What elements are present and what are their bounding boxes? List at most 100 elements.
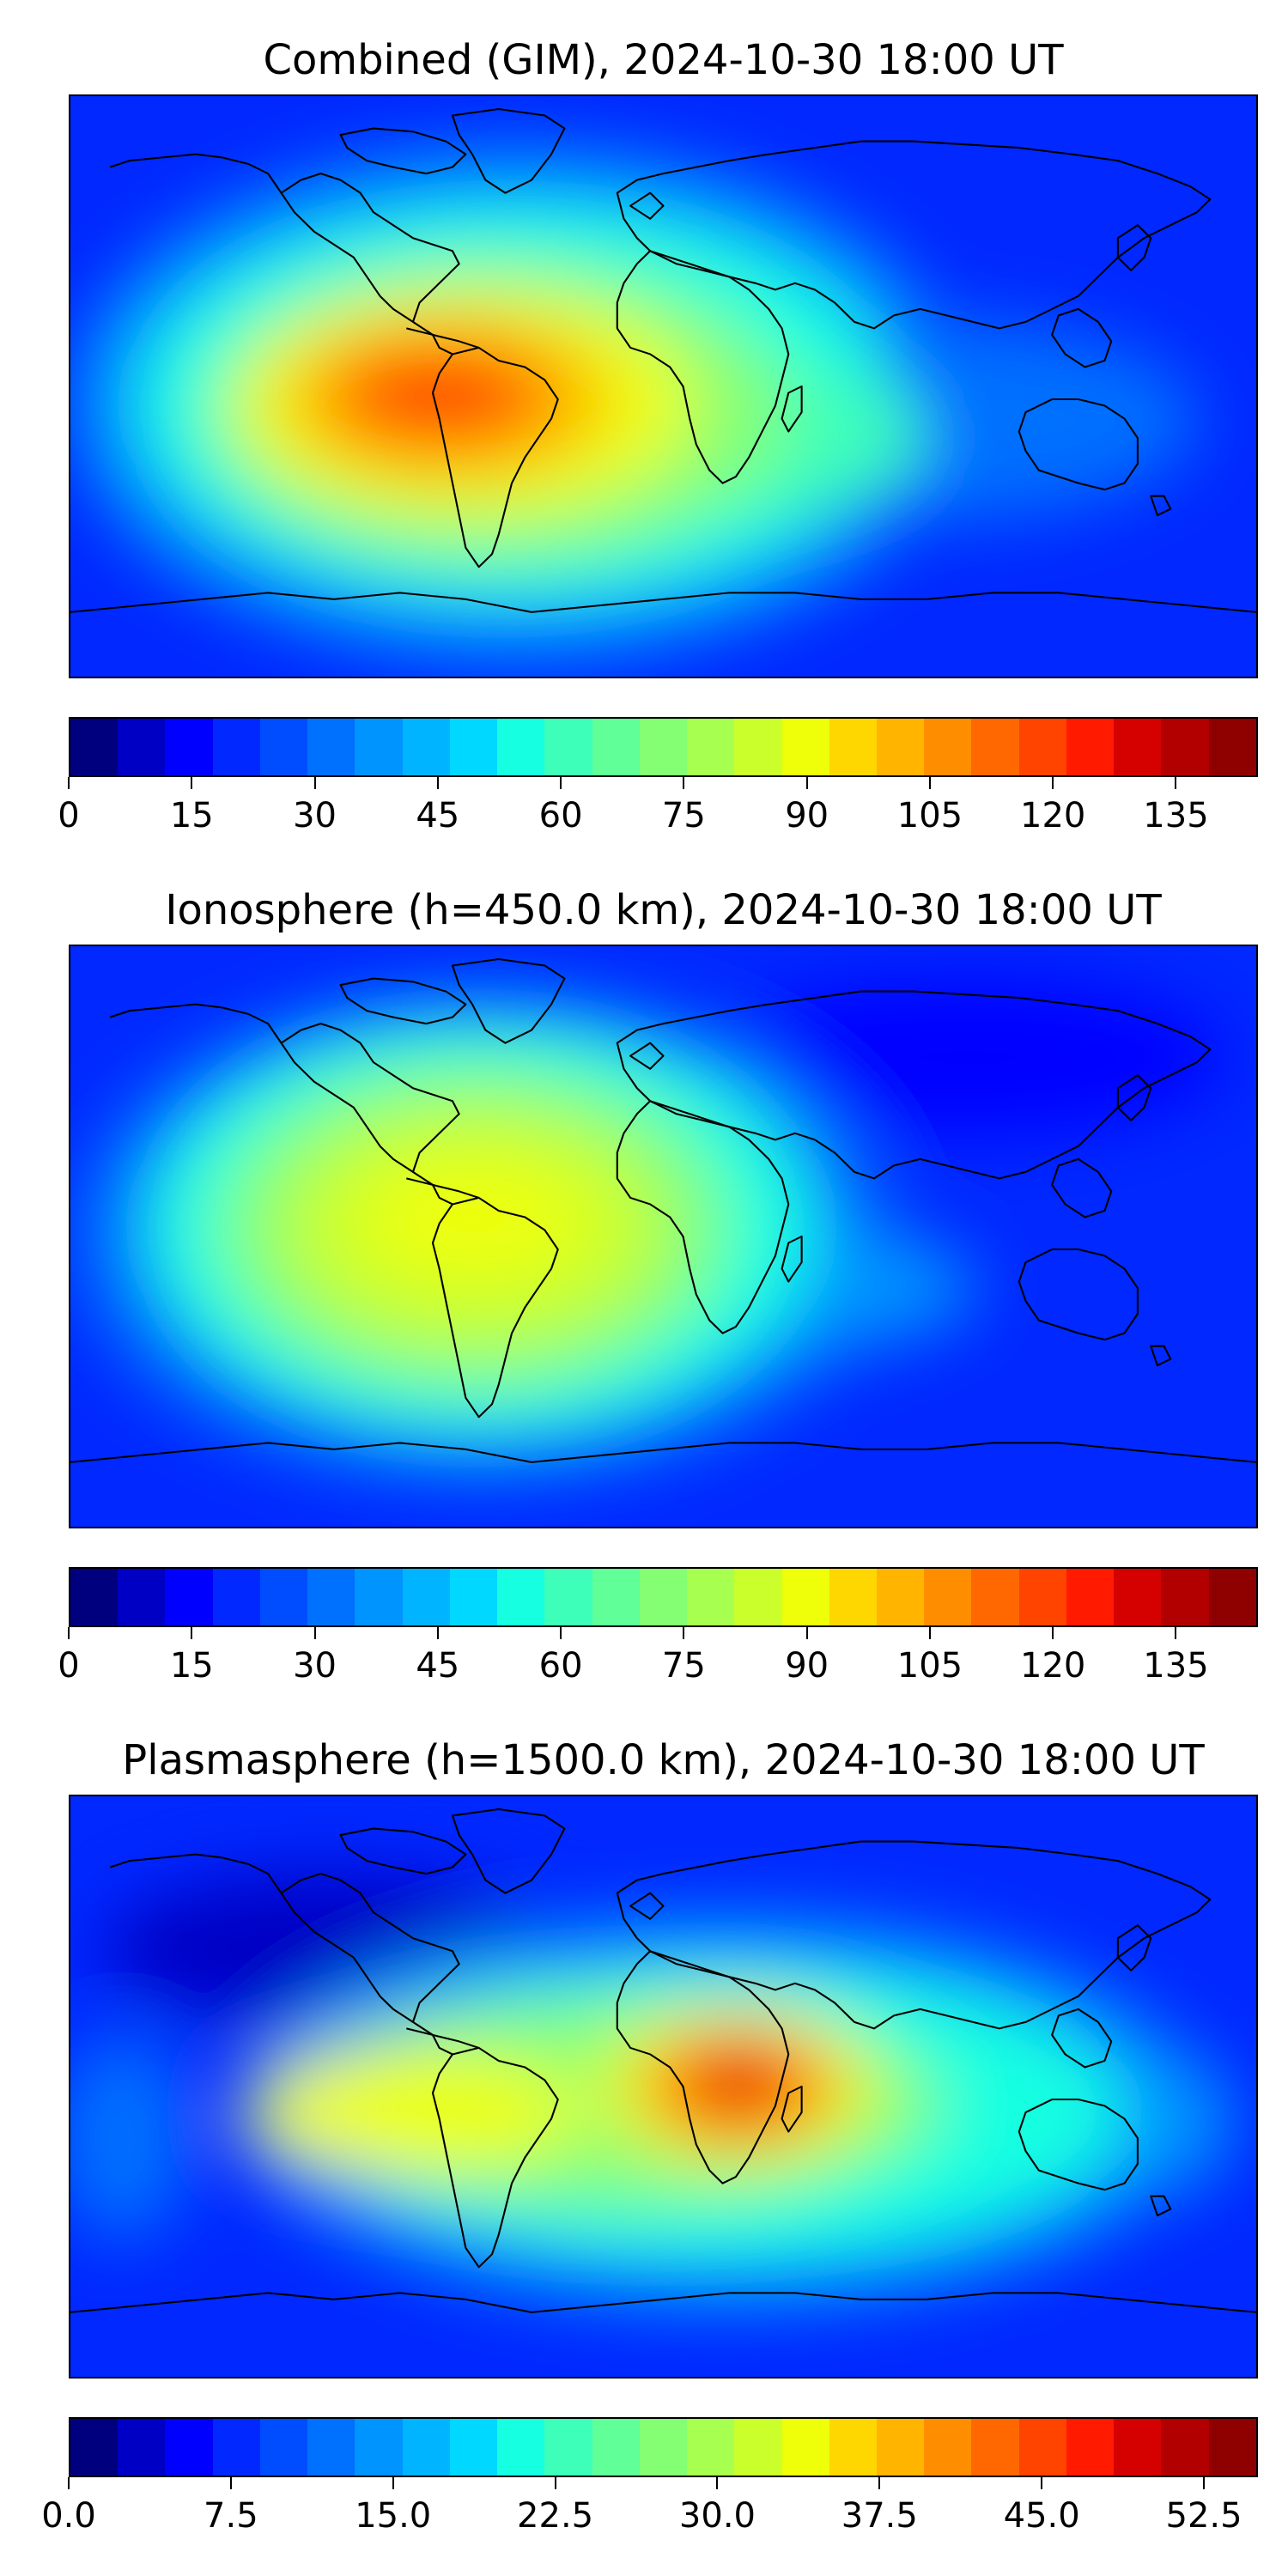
colorbar-segment [212, 719, 260, 775]
colorbar-tick-label: 37.5 [841, 2496, 918, 2536]
colorbar-segment [687, 2419, 735, 2476]
colorbar-tick [436, 777, 439, 789]
colorbar-segment [544, 1569, 592, 1625]
colorbar-tick-label: 15.0 [355, 2496, 432, 2536]
colorbar-segment [687, 719, 735, 775]
colorbar-segment [829, 719, 877, 775]
colorbar-tick [392, 2477, 394, 2489]
colorbar-segment [1066, 1569, 1115, 1625]
colorbar-tick-label: 15 [169, 1646, 214, 1686]
colorbar-segment [592, 2419, 640, 2476]
colorbar-segment [402, 719, 450, 775]
colorbar-segment [1018, 2419, 1066, 2476]
colorbar-tick [805, 1627, 808, 1639]
colorbar-tick-label: 0.0 [41, 2496, 96, 2536]
colorbar-segment [497, 1569, 545, 1625]
colorbar-segment [781, 2419, 829, 2476]
colorbar-tick [805, 777, 808, 789]
colorbar-segment [212, 1569, 260, 1625]
colorbar-segment [687, 1569, 735, 1625]
colorbar-tick [1175, 1627, 1177, 1639]
colorbar-segment [355, 719, 403, 775]
panel-combined: Combined (GIM), 2024-10-30 18:00 UT 0 15 3… [0, 0, 1288, 859]
colorbar-tick [1175, 777, 1177, 789]
colorbar-tick [1203, 2477, 1206, 2489]
tec-map-plasmasphere [69, 1795, 1258, 2379]
colorbar-tick-label: 0 [58, 1646, 80, 1686]
colorbar-tick-label: 52.5 [1165, 2496, 1242, 2536]
colorbar-segment [592, 719, 640, 775]
colorbar-segment [70, 2419, 118, 2476]
colorbar-segment [924, 719, 972, 775]
colorbar-segment [165, 719, 213, 775]
colorbar-tick [1052, 1627, 1054, 1639]
colorbar-segment [1066, 2419, 1115, 2476]
colorbar-tick-label: 7.5 [204, 2496, 258, 2536]
colorbar-tick-label: 45.0 [1003, 2496, 1080, 2536]
colorbar-segment [449, 719, 498, 775]
colorbar-segment [544, 2419, 592, 2476]
colorbar-tick [716, 2477, 719, 2489]
colorbar-tick-label: 60 [538, 796, 583, 835]
colorbar-segment [876, 2419, 925, 2476]
colorbar-segment [829, 2419, 877, 2476]
colorbar-segment [924, 2419, 972, 2476]
colorbar-tick-label: 60 [538, 1646, 583, 1686]
colorbar-tick [928, 1627, 931, 1639]
colorbar-segment [876, 719, 925, 775]
colorbar-segment [449, 1569, 498, 1625]
colorbar-segment [639, 2419, 688, 2476]
colorbar-tick-label: 15 [169, 796, 214, 835]
colorbar-tick [68, 777, 70, 789]
colorbar-segment [1208, 2419, 1256, 2476]
tec-field [70, 1796, 1256, 2377]
colorbar-segment [402, 1569, 450, 1625]
colorbar-segment [449, 2419, 498, 2476]
panel-plasmasphere: Plasmasphere (h=1500.0 km), 2024-10-30 1… [0, 1700, 1288, 2559]
colorbar-tick [554, 2477, 556, 2489]
colorbar-segment [118, 2419, 166, 2476]
colorbar-segment [924, 1569, 972, 1625]
colorbar-tick-label: 22.5 [517, 2496, 594, 2536]
colorbar-segment [1114, 719, 1162, 775]
colorbar-segment [259, 2419, 308, 2476]
colorbar-segment [307, 719, 355, 775]
colorbar [69, 717, 1258, 777]
colorbar-segment [734, 1569, 782, 1625]
colorbar-segment [1161, 2419, 1209, 2476]
colorbar-segment [70, 1569, 118, 1625]
colorbar-tick-label: 105 [896, 1646, 963, 1686]
panel-title: Combined (GIM), 2024-10-30 18:00 UT [263, 36, 1064, 84]
colorbar-segment [70, 719, 118, 775]
colorbar-segment [592, 1569, 640, 1625]
colorbar-segment [307, 1569, 355, 1625]
colorbar-segment [1066, 719, 1115, 775]
colorbar-tick-label: 135 [1143, 1646, 1209, 1686]
colorbar-segment [876, 1569, 925, 1625]
tec-field [70, 96, 1256, 677]
colorbar-tick-label: 90 [785, 1646, 829, 1686]
colorbar-tick-label: 105 [896, 796, 963, 835]
panel-ionosphere: Ionosphere (h=450.0 km), 2024-10-30 18:0… [0, 850, 1288, 1709]
colorbar [69, 2417, 1258, 2477]
panel-title: Plasmasphere (h=1500.0 km), 2024-10-30 1… [122, 1736, 1205, 1784]
colorbar-segment [971, 2419, 1019, 2476]
colorbar-segment [971, 1569, 1019, 1625]
colorbar-tick [683, 1627, 685, 1639]
colorbar-segment [639, 1569, 688, 1625]
colorbar-tick-label: 45 [416, 1646, 460, 1686]
colorbar-tick-label: 90 [785, 796, 829, 835]
colorbar-tick-label: 0 [58, 796, 80, 835]
colorbar-segment [212, 2419, 260, 2476]
colorbar-tick [1041, 2477, 1043, 2489]
colorbar-segment [829, 1569, 877, 1625]
colorbar-segment [734, 719, 782, 775]
colorbar-segment [1018, 1569, 1066, 1625]
colorbar-segment [355, 2419, 403, 2476]
colorbar-segment [1208, 1569, 1256, 1625]
colorbar-tick [878, 2477, 881, 2489]
colorbar-tick [436, 1627, 439, 1639]
tec-map-ionosphere [69, 945, 1258, 1528]
colorbar-segment [259, 719, 308, 775]
colorbar-segment [165, 1569, 213, 1625]
